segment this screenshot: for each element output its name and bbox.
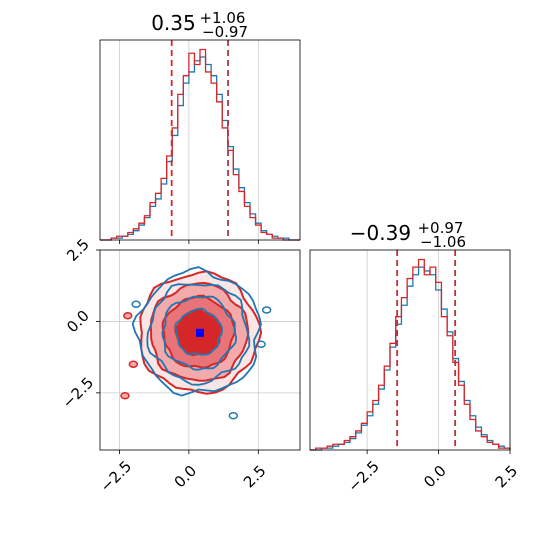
tail-contour-island <box>123 311 133 320</box>
blue-contour-line <box>131 266 262 397</box>
joint-contours <box>120 266 272 420</box>
tail-contour-island <box>131 300 141 309</box>
tail-contour-island <box>228 411 239 420</box>
tail-contour-island <box>261 306 272 314</box>
marginal-x-title-value: 0.35 <box>151 11 196 35</box>
marginal-y-title-minus: −1.06 <box>420 233 466 251</box>
blue-contour-line <box>161 295 238 371</box>
marginal-x-title-minus: −0.97 <box>202 23 248 41</box>
marginal-x-ticks <box>119 240 259 244</box>
blue-contour-line <box>174 307 223 356</box>
tail-contour-island <box>120 391 130 400</box>
marginal-y-series-1-step <box>310 258 511 451</box>
joint-frame <box>99 249 301 451</box>
marginal-x-series-1-step <box>100 48 300 241</box>
marginal-y-series <box>310 258 511 451</box>
marginal-x-title: 0.35 +1.06 −0.97 <box>151 8 250 41</box>
blue-contour-line <box>146 283 251 386</box>
marginal-y-title: −0.39 +0.97 −1.06 <box>350 218 469 251</box>
marginal-x-series <box>100 48 300 241</box>
marginal-y-frame <box>309 249 511 451</box>
marginal-histogram-x: 0.35 +1.06 −0.97 <box>99 8 301 244</box>
marginal-y-quantile-lines <box>396 250 457 450</box>
marginal-x-quantile-lines <box>170 40 229 240</box>
tail-contour-island <box>128 360 139 369</box>
marginal-y-title-plus: +0.97 <box>417 219 463 237</box>
marginal-x-frame <box>99 39 301 241</box>
marginal-y-title-value: −0.39 <box>350 221 411 245</box>
tail-contour-island <box>256 340 266 349</box>
truth-marker <box>196 328 204 337</box>
marginal-x-title-plus: +1.06 <box>199 9 245 27</box>
red-contour-line <box>161 294 236 369</box>
